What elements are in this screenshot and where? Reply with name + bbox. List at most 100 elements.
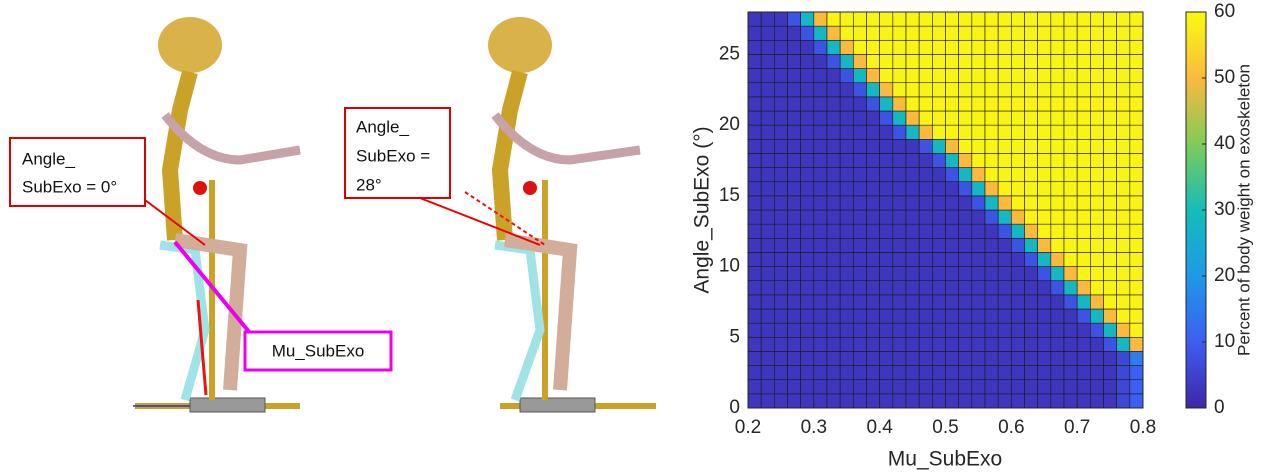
- heatmap-cell: [853, 96, 867, 112]
- heatmap-cell: [892, 322, 907, 338]
- heatmap-cell: [932, 25, 946, 41]
- heatmap-cell: [1037, 308, 1052, 324]
- heatmap-cell: [997, 266, 1012, 282]
- heatmap-cell: [892, 54, 907, 69]
- heatmap-cell: [945, 11, 959, 27]
- heatmap-cell: [853, 223, 867, 239]
- heatmap-cell: [1103, 138, 1117, 154]
- heatmap-cell: [984, 308, 999, 324]
- heatmap-cell: [1050, 308, 1065, 324]
- heatmap-cell: [879, 322, 894, 338]
- heatmap-cell: [932, 237, 946, 253]
- heatmap-cell: [1063, 110, 1078, 126]
- heatmap-cell: [879, 124, 894, 140]
- heatmap-cell: [879, 96, 894, 112]
- heatmap-cell: [800, 11, 815, 27]
- heatmap-cell: [800, 82, 815, 98]
- heatmap-cell: [905, 54, 920, 69]
- heatmap-cell: [1116, 181, 1131, 197]
- heatmap-cell: [760, 266, 775, 282]
- heatmap-cell: [1037, 25, 1052, 41]
- heatmap-cell: [1090, 308, 1104, 324]
- heatmap-cell: [879, 167, 894, 183]
- heatmap-cell: [1037, 124, 1052, 140]
- heatmap-cell: [1063, 266, 1078, 282]
- heatmap-cell: [879, 336, 894, 352]
- heatmap-cell: [945, 110, 959, 126]
- heatmap-cell: [1116, 237, 1131, 253]
- heatmap-cell: [1090, 336, 1104, 352]
- heatmap-cell: [787, 181, 801, 197]
- heatmap-cell: [984, 365, 999, 381]
- heatmap-cell: [774, 138, 788, 154]
- heatmap-cell: [1103, 237, 1117, 253]
- heatmap-cell: [945, 167, 959, 183]
- heatmap-cell: [879, 252, 894, 267]
- heatmap-cell: [1116, 167, 1131, 183]
- heatmap-cell: [813, 25, 828, 41]
- heatmap-cell: [971, 68, 986, 84]
- heatmap-cell: [1024, 365, 1038, 381]
- heatmap-cell: [892, 266, 907, 282]
- heatmap-cell: [1037, 223, 1052, 239]
- heatmap-cell: [1090, 110, 1104, 126]
- heatmap-cell: [918, 110, 933, 126]
- heatmap-cell: [958, 138, 973, 154]
- heatmap-cell: [1050, 223, 1065, 239]
- heatmap-cell: [892, 25, 907, 41]
- heatmap-cell: [932, 124, 946, 140]
- heatmap-cell: [932, 294, 946, 310]
- heatmap-cell: [1116, 11, 1131, 27]
- heatmap-cell: [800, 351, 815, 366]
- heatmap-cell: [866, 266, 880, 282]
- heatmap-cell: [1103, 336, 1117, 352]
- heatmap-cell: [1076, 25, 1091, 41]
- heatmap-cell: [984, 195, 999, 211]
- heatmap-cell: [1063, 252, 1078, 267]
- heatmap-cell: [892, 365, 907, 381]
- heatmap-cell: [1050, 280, 1065, 296]
- heatmap-cell: [1129, 110, 1144, 126]
- heatmap-cell: [1011, 237, 1025, 253]
- heatmap-cell: [971, 237, 986, 253]
- heatmap-cell: [787, 195, 801, 211]
- heatmap-cell: [958, 322, 973, 338]
- heatmap-cell: [905, 308, 920, 324]
- heatmap-cell: [760, 138, 775, 154]
- heatmap-cell: [1076, 153, 1091, 168]
- heatmap-cell: [1050, 209, 1065, 225]
- heatmap-cell: [813, 39, 828, 55]
- heatmap-cell: [997, 96, 1012, 112]
- heatmap-cell: [866, 68, 880, 84]
- heatmap-cell: [1037, 167, 1052, 183]
- heatmap-cell: [787, 68, 801, 84]
- heatmap-cell: [787, 266, 801, 282]
- heatmap-cell: [853, 252, 867, 267]
- heatmap-cell: [1090, 365, 1104, 381]
- heatmap-cell: [826, 308, 841, 324]
- heatmap-cell: [839, 351, 854, 366]
- heatmap-cell: [1024, 336, 1038, 352]
- heatmap-cell: [1103, 365, 1117, 381]
- heatmap-cell: [997, 153, 1012, 168]
- y-tick-label: 20: [719, 114, 740, 135]
- heatmap-cell: [839, 336, 854, 352]
- heatmap-cell: [853, 82, 867, 98]
- colorbar-tick-label: 40: [1214, 133, 1235, 154]
- heatmap-cell: [747, 365, 762, 381]
- heatmap-cell: [774, 39, 788, 55]
- heatmap-cell: [1050, 266, 1065, 282]
- heatmap-cell: [945, 336, 959, 352]
- heatmap-cell: [826, 223, 841, 239]
- heatmap-cell: [1090, 322, 1104, 338]
- heatmap-cell: [1024, 280, 1038, 296]
- heatmap-cell: [997, 294, 1012, 310]
- heatmap-cell: [1063, 365, 1078, 381]
- heatmap-cell: [1103, 195, 1117, 211]
- heatmap-cell: [945, 223, 959, 239]
- heatmap-cell: [1129, 82, 1144, 98]
- heatmap-cell: [1063, 54, 1078, 69]
- heatmap-cell: [1011, 294, 1025, 310]
- heatmap-cell: [813, 393, 828, 409]
- heatmap-cell: [918, 153, 933, 168]
